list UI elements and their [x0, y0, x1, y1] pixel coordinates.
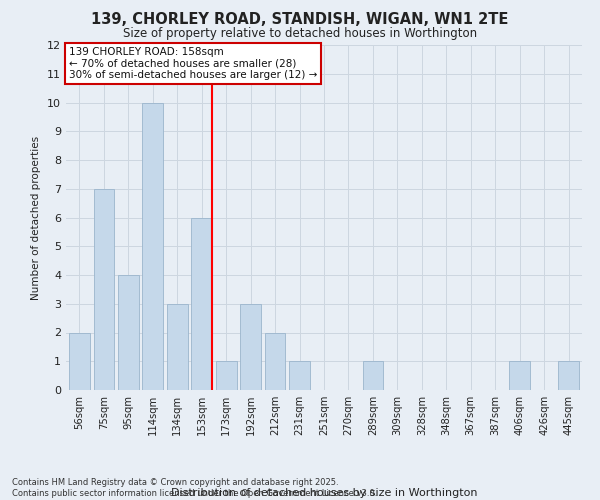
Text: Contains HM Land Registry data © Crown copyright and database right 2025.
Contai: Contains HM Land Registry data © Crown c…	[12, 478, 377, 498]
Bar	[69, 332, 90, 390]
Bar	[118, 275, 139, 390]
Bar	[142, 102, 163, 390]
Bar	[362, 361, 383, 390]
Bar	[240, 304, 261, 390]
Text: Size of property relative to detached houses in Worthington: Size of property relative to detached ho…	[123, 28, 477, 40]
Bar	[289, 361, 310, 390]
Text: 139 CHORLEY ROAD: 158sqm
← 70% of detached houses are smaller (28)
30% of semi-d: 139 CHORLEY ROAD: 158sqm ← 70% of detach…	[68, 46, 317, 80]
Text: 139, CHORLEY ROAD, STANDISH, WIGAN, WN1 2TE: 139, CHORLEY ROAD, STANDISH, WIGAN, WN1 …	[91, 12, 509, 28]
Bar	[216, 361, 236, 390]
Bar	[94, 189, 114, 390]
Y-axis label: Number of detached properties: Number of detached properties	[31, 136, 41, 300]
X-axis label: Distribution of detached houses by size in Worthington: Distribution of detached houses by size …	[171, 488, 477, 498]
Bar	[265, 332, 286, 390]
Bar	[509, 361, 530, 390]
Bar	[167, 304, 188, 390]
Bar	[558, 361, 579, 390]
Bar	[191, 218, 212, 390]
